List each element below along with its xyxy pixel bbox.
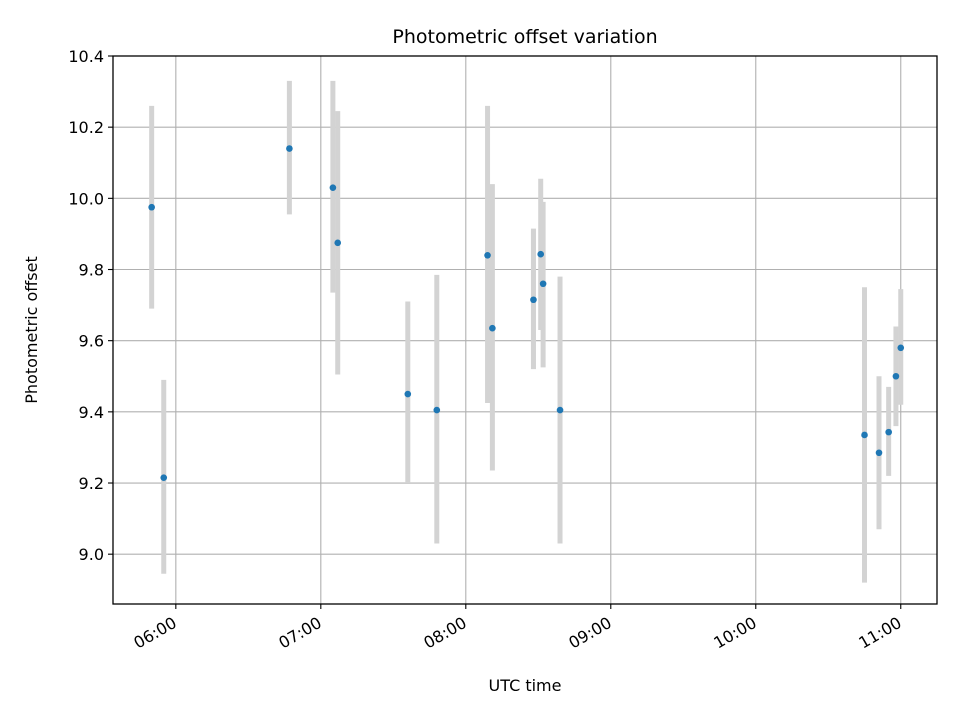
- x-tick-label: 09:00: [565, 613, 614, 653]
- y-tick-label: 9.8: [79, 261, 104, 280]
- data-point: [885, 428, 892, 436]
- data-point: [160, 474, 168, 481]
- data-point: [329, 184, 337, 191]
- y-tick-label: 10.4: [68, 47, 104, 66]
- x-tick-label: 07:00: [275, 613, 324, 653]
- data-points: [148, 145, 905, 481]
- data-point: [433, 406, 441, 414]
- data-point: [875, 449, 883, 457]
- x-tick-label: 08:00: [420, 613, 469, 653]
- y-tick-label: 10.0: [68, 189, 104, 208]
- axes-frame: [112, 55, 938, 605]
- x-tick-label: 10:00: [710, 613, 759, 653]
- data-point: [334, 239, 342, 247]
- x-tick-label: 06:00: [130, 613, 179, 653]
- y-tick-label: 9.6: [79, 332, 104, 351]
- x-tick-label: 11:00: [855, 613, 904, 653]
- data-point: [897, 344, 905, 352]
- grid: [113, 55, 937, 604]
- y-tick-label: 10.2: [68, 118, 104, 137]
- data-point: [489, 324, 496, 332]
- y-tick-label: 9.4: [79, 403, 104, 422]
- y-tick-label: 9.0: [79, 545, 104, 564]
- y-tick-label: 9.2: [79, 474, 104, 493]
- data-point: [539, 280, 547, 288]
- x-axis-label: UTC time: [489, 676, 562, 695]
- data-point: [537, 250, 545, 258]
- data-point: [861, 431, 868, 439]
- errorbars: [149, 80, 904, 583]
- data-point: [556, 406, 564, 414]
- data-point: [892, 372, 900, 380]
- chart-title: Photometric offset variation: [392, 26, 657, 48]
- data-point: [404, 390, 412, 398]
- data-point: [286, 145, 293, 152]
- y-axis-label: Photometric offset: [22, 256, 41, 404]
- data-point: [484, 251, 491, 259]
- data-point: [148, 203, 155, 211]
- data-point: [530, 296, 537, 304]
